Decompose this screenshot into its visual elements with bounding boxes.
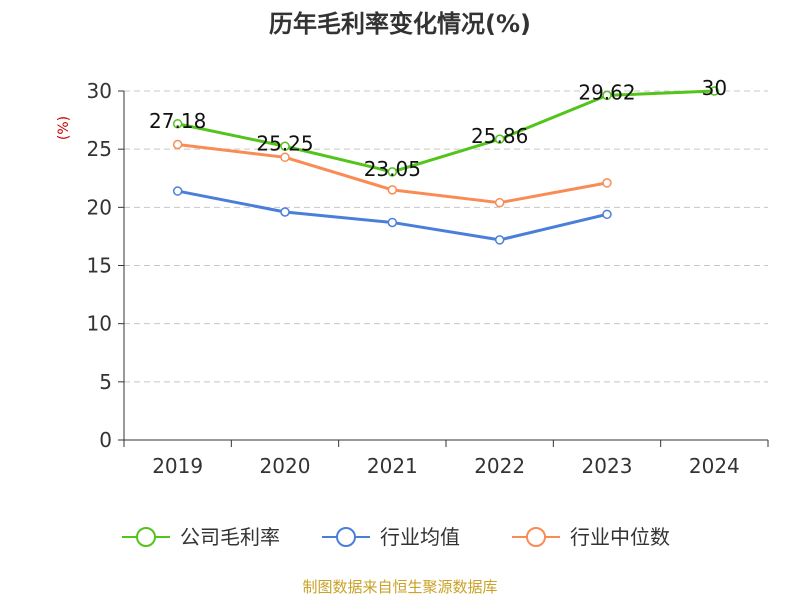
data-point <box>494 197 505 208</box>
y-tick-label: 20 <box>87 195 112 219</box>
data-labels: 27.18 25.25 23.05 25.86 29.62 30 <box>149 76 727 181</box>
source-note: 制图数据来自恒生聚源数据库 <box>302 578 497 596</box>
gridlines <box>124 90 768 383</box>
y-tick-label: 25 <box>87 137 112 161</box>
x-tick-label: 2024 <box>689 454 740 478</box>
data-label: 30 <box>702 76 727 100</box>
legend-item[interactable]: 公司毛利率 <box>122 525 280 549</box>
x-tick-label: 2023 <box>582 454 633 478</box>
data-point <box>172 139 183 150</box>
chart-title: 历年毛利率变化情况(%) <box>269 10 531 38</box>
data-point <box>280 141 290 152</box>
legend-marker <box>336 527 356 547</box>
data-point <box>387 167 398 177</box>
data-point <box>172 186 183 196</box>
legend: 公司毛利率 行业均值 行业中位数 <box>122 525 670 549</box>
data-point <box>387 217 398 228</box>
data-point <box>602 90 612 101</box>
series-line <box>177 89 715 174</box>
data-point <box>709 86 720 96</box>
y-tick-label: 5 <box>99 370 112 394</box>
legend-label: 行业中位数 <box>570 525 670 549</box>
data-point <box>387 185 398 195</box>
data-point <box>494 235 505 245</box>
data-label: 23.05 <box>364 157 421 181</box>
legend-marker <box>526 527 546 547</box>
legend-item[interactable]: 行业中位数 <box>512 525 670 549</box>
x-tick-label: 2021 <box>367 454 418 478</box>
axes: 0 5 10 15 20 25 30 2019 2020 2021 2022 2023 2024 <box>87 79 769 478</box>
y-tick-label: 15 <box>87 254 112 278</box>
x-tick-label: 2022 <box>474 454 525 478</box>
data-label: 29.62 <box>578 80 635 104</box>
y-tick-label: 30 <box>87 79 112 103</box>
data-point <box>602 178 612 188</box>
x-tick-label: 2020 <box>260 454 311 478</box>
y-tick-label: 0 <box>99 428 112 452</box>
series-line <box>177 189 608 242</box>
data-point <box>280 152 290 163</box>
data-point <box>280 207 290 217</box>
legend-label: 行业均值 <box>380 525 460 549</box>
legend-item[interactable]: 行业均值 <box>322 525 460 549</box>
data-point <box>172 119 183 129</box>
legend-label: 公司毛利率 <box>180 525 280 549</box>
data-point <box>602 209 612 220</box>
data-label: 25.25 <box>256 131 313 155</box>
data-label: 27.18 <box>149 109 206 133</box>
series-lines <box>172 86 720 245</box>
x-tick-label: 2019 <box>152 454 203 478</box>
data-point <box>494 134 505 144</box>
y-axis-label: (%) <box>56 116 72 140</box>
data-label: 25.86 <box>471 124 528 148</box>
y-tick-label: 10 <box>87 312 112 336</box>
legend-marker <box>136 527 156 547</box>
